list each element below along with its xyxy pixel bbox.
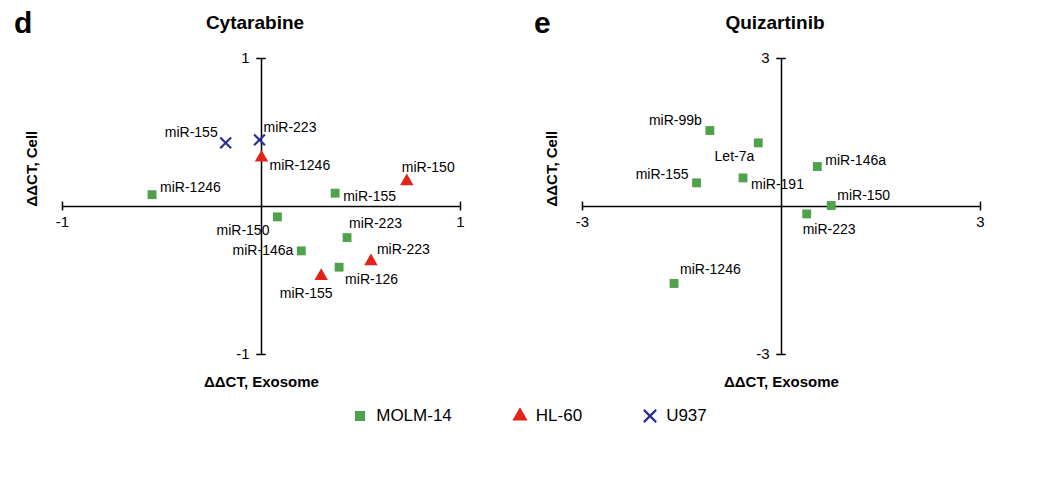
svg-text:miR-1246: miR-1246 — [160, 179, 221, 195]
svg-text:miR-223: miR-223 — [349, 215, 402, 231]
html-text:d: d — [14, 6, 33, 39]
svg-text:-3: -3 — [576, 213, 589, 230]
svg-text:miR-126: miR-126 — [345, 271, 398, 287]
svg-text:miR-155: miR-155 — [165, 124, 218, 140]
svg-text:Let-7a: Let-7a — [715, 148, 755, 164]
svg-text:miR-150: miR-150 — [837, 187, 890, 203]
svg-text:miR-155: miR-155 — [343, 188, 396, 204]
svg-text:1: 1 — [456, 213, 464, 230]
svg-text:ΔΔCT, Cell: ΔΔCT, Cell — [23, 131, 40, 207]
svg-text:1: 1 — [241, 49, 249, 66]
svg-text:miR-1246: miR-1246 — [680, 261, 741, 277]
svg-text:miR-223: miR-223 — [377, 241, 430, 257]
svg-text:miR-1246: miR-1246 — [270, 157, 331, 173]
html-text:HL-60: HL-60 — [535, 406, 583, 425]
svg-text:miR-223: miR-223 — [264, 119, 317, 135]
svg-text:miR-99b: miR-99b — [649, 112, 702, 128]
html-text:MOLM-14: MOLM-14 — [376, 406, 452, 425]
svg-text:-1: -1 — [236, 345, 249, 362]
svg-text:3: 3 — [761, 49, 769, 66]
svg-text:ΔΔCT, Exosome: ΔΔCT, Exosome — [204, 373, 319, 390]
svg-text:miR-146a: miR-146a — [825, 152, 886, 168]
svg-text:miR-150: miR-150 — [402, 159, 455, 175]
svg-text:miR-191: miR-191 — [751, 176, 804, 192]
svg-text:ΔΔCT, Cell: ΔΔCT, Cell — [543, 131, 560, 207]
html-text:e: e — [534, 6, 551, 39]
svg-text:3: 3 — [976, 213, 984, 230]
svg-text:miR-146a: miR-146a — [233, 242, 294, 258]
svg-text:-3: -3 — [756, 345, 769, 362]
html-text:Cytarabine: Cytarabine — [205, 12, 305, 33]
html-text:Quizartinib: Quizartinib — [725, 12, 825, 33]
svg-text:miR-155: miR-155 — [280, 285, 333, 301]
svg-text:ΔΔCT, Exosome: ΔΔCT, Exosome — [724, 373, 839, 390]
svg-text:miR-223: miR-223 — [803, 221, 856, 237]
html-text:U937: U937 — [666, 406, 707, 425]
svg-text:miR-150: miR-150 — [217, 222, 270, 238]
svg-text:miR-155: miR-155 — [636, 166, 689, 182]
svg-text:-1: -1 — [56, 213, 69, 230]
